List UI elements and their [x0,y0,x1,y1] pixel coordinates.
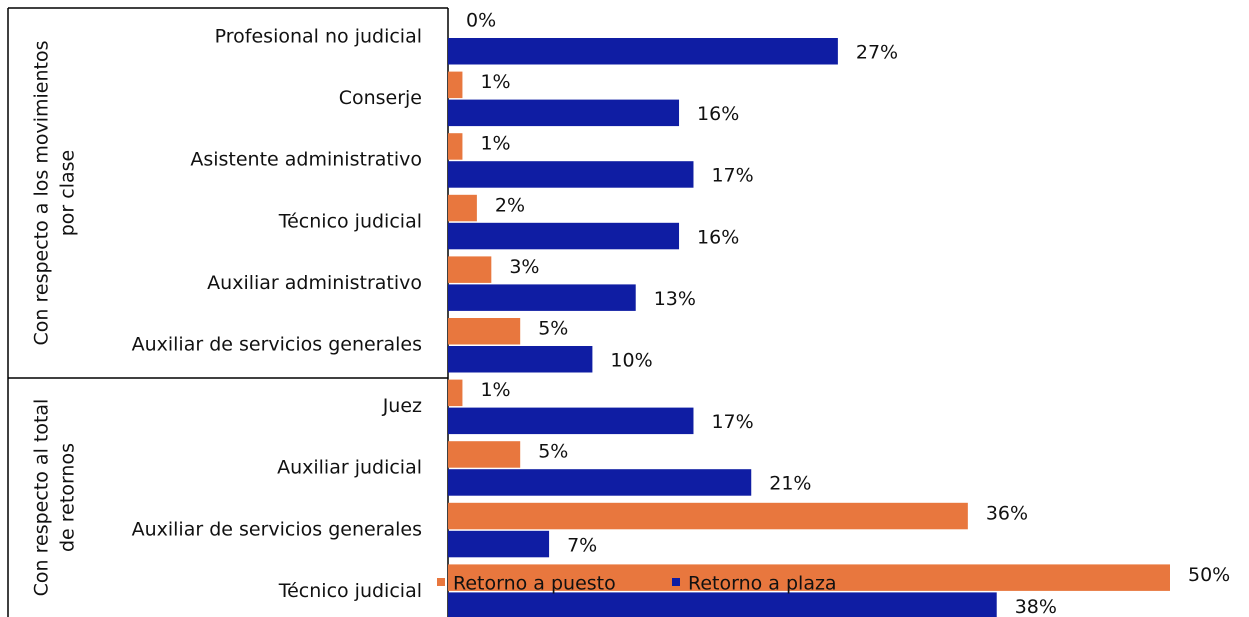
bar [448,194,477,222]
group-label: Con respecto a los movimientos [31,41,53,346]
value-label: 7% [567,534,597,556]
bar [448,592,997,617]
bar [448,38,838,65]
value-label: 16% [697,226,739,248]
bar [448,530,550,558]
value-label: 38% [1015,596,1057,617]
category-label: Auxiliar de servicios generales [132,334,422,356]
value-label: 1% [480,71,510,93]
category-label: Técnico judicial [278,580,422,602]
category-label: Técnico judicial [278,210,422,232]
group-label: de retornos [57,443,79,552]
bar [448,71,463,99]
value-label: 27% [856,42,898,64]
value-label: 0% [466,10,496,32]
legend-label: Retorno a plaza [688,573,837,595]
bar [448,318,521,345]
bar [448,256,492,283]
category-label: Conserje [339,87,422,109]
bar [448,99,680,127]
category-label: Asistente administrativo [190,149,422,171]
value-label: 21% [769,473,811,495]
bar [448,222,680,250]
value-label: 2% [495,194,525,216]
value-label: 17% [711,411,753,433]
bar [448,379,463,407]
value-label: 10% [610,350,652,372]
bar [448,564,1170,591]
group-label: Con respecto al total [31,399,53,597]
value-label: 1% [480,379,510,401]
value-label: 36% [986,502,1028,524]
legend-swatch [672,578,680,586]
value-label: 50% [1188,564,1230,586]
group-label: por clase [57,150,79,237]
value-label: 13% [654,288,696,310]
category-label: Profesional no judicial [215,26,422,48]
value-label: 1% [480,133,510,155]
bar [448,161,694,188]
bar [448,502,968,530]
value-label: 16% [697,103,739,125]
value-label: 5% [538,318,568,340]
category-label: Auxiliar judicial [277,457,422,479]
bar [448,284,636,311]
legend-label: Retorno a puesto [453,573,616,595]
bar [448,133,463,160]
bar [448,441,521,468]
bar [448,346,593,373]
value-label: 17% [711,165,753,187]
bar [448,469,752,496]
category-label: Juez [382,395,422,417]
category-label: Auxiliar de servicios generales [132,518,422,540]
category-label: Auxiliar administrativo [207,272,422,294]
value-label: 5% [538,441,568,463]
bar [448,407,694,435]
value-label: 3% [509,256,539,278]
legend-swatch [437,578,445,586]
